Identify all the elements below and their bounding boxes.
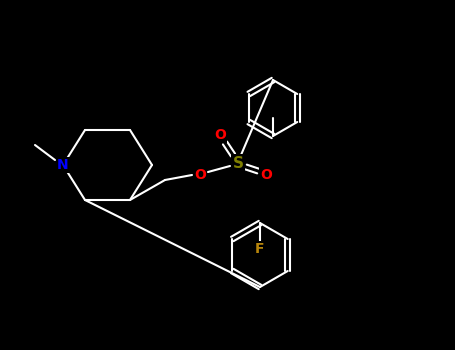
Text: F: F bbox=[255, 242, 265, 256]
Text: O: O bbox=[194, 168, 206, 182]
Text: N: N bbox=[57, 158, 69, 172]
Text: O: O bbox=[214, 128, 226, 142]
Text: S: S bbox=[233, 155, 243, 170]
Text: O: O bbox=[260, 168, 272, 182]
